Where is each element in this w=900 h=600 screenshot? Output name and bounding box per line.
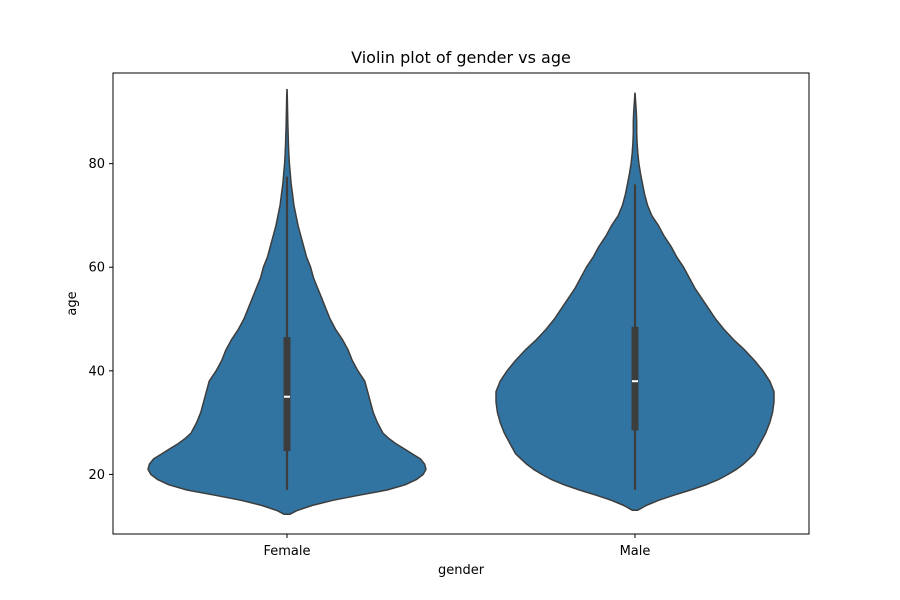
y-tick-label: 80 — [88, 157, 105, 172]
x-axis: Female Male — [263, 534, 650, 559]
iqr-box — [631, 326, 639, 431]
chart-title: Violin plot of gender vs age — [351, 48, 571, 67]
violins-layer — [147, 88, 775, 516]
x-tick-label: Female — [263, 544, 310, 559]
x-tick-label: Male — [620, 544, 651, 559]
y-axis: 20 40 60 80 — [88, 157, 113, 483]
x-axis-title: gender — [438, 563, 485, 578]
y-tick-label: 60 — [88, 261, 105, 276]
y-tick-label: 40 — [88, 364, 105, 379]
plot-frame — [112, 72, 810, 535]
y-axis-title: age — [65, 291, 80, 315]
iqr-box — [283, 337, 291, 452]
y-tick-label: 20 — [88, 468, 105, 483]
